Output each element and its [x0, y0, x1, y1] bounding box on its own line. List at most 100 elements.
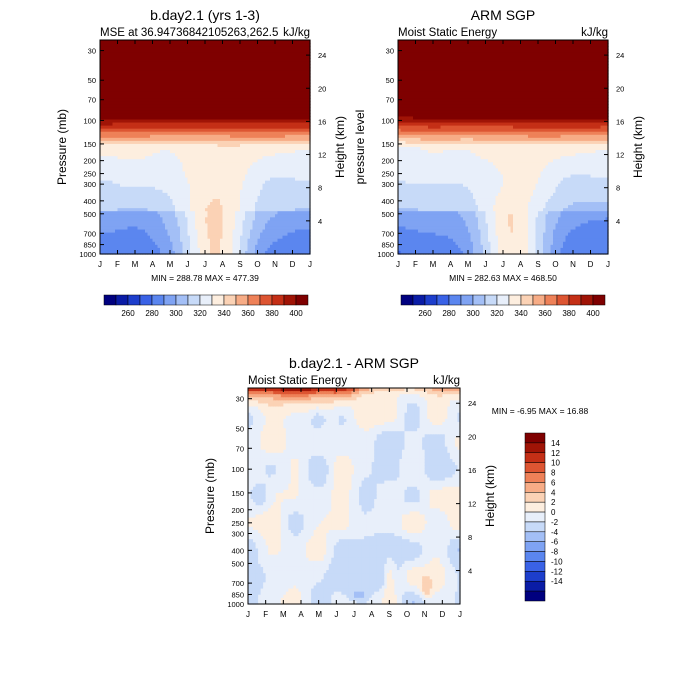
contour-cell — [135, 125, 139, 130]
contour-cell — [120, 208, 124, 212]
contour-cell — [120, 79, 124, 84]
contour-cell — [122, 250, 126, 255]
contour-cell — [107, 165, 111, 169]
contour-cell — [105, 153, 109, 157]
contour-cell — [117, 168, 121, 173]
contour-cell — [132, 46, 136, 50]
contour-cell — [127, 195, 131, 200]
contour-cell — [100, 79, 104, 84]
contour-cell — [132, 250, 136, 255]
contour-cell — [122, 165, 126, 169]
contour-cell — [100, 70, 104, 75]
contour-cell — [105, 202, 109, 206]
contour-cell — [100, 208, 104, 212]
contour-cell — [117, 165, 121, 169]
contour-cell — [130, 241, 134, 246]
contour-cell — [122, 241, 126, 246]
contour-cell — [137, 232, 141, 237]
contour-cell — [105, 150, 109, 154]
contour-cell — [117, 244, 121, 249]
contour-cell — [135, 195, 139, 200]
contour-cell — [132, 153, 136, 157]
contour-cell — [100, 104, 104, 108]
contour-cell — [112, 202, 116, 206]
contour-cell — [122, 79, 126, 84]
contour-cell — [112, 140, 116, 145]
contour-cell — [105, 195, 109, 200]
contour-cell — [137, 46, 141, 50]
contour-cell — [120, 171, 124, 176]
contour-cell — [135, 43, 139, 47]
contour-cell — [117, 122, 121, 127]
contour-cell — [130, 122, 134, 127]
contour-cell — [110, 162, 114, 166]
contour-cell — [125, 171, 129, 176]
contour-cell — [122, 67, 126, 72]
contour-cell — [122, 208, 126, 212]
contour-cell — [100, 101, 104, 105]
contour-cell — [135, 116, 139, 121]
contour-cell — [125, 46, 129, 50]
contour-cell — [105, 61, 109, 66]
contour-cell — [135, 76, 139, 81]
contour-cell — [107, 101, 111, 105]
contour-cell — [135, 143, 139, 148]
contour-cell — [102, 113, 106, 118]
contour-cell — [135, 64, 139, 69]
contour-cell — [115, 202, 119, 206]
contour-cell — [127, 177, 131, 182]
contour-cell — [130, 91, 134, 96]
contour-cell — [102, 79, 106, 84]
contour-cell — [127, 143, 131, 148]
contour-cell — [140, 70, 144, 75]
contour-cell — [105, 91, 109, 96]
contour-cell — [120, 147, 124, 151]
contour-cell — [112, 195, 116, 200]
contour-cell — [132, 232, 136, 237]
contour-cell — [137, 226, 141, 231]
contour-cell — [137, 223, 141, 228]
contour-cell — [125, 162, 129, 166]
contour-cell — [132, 70, 136, 75]
contour-cell — [130, 202, 134, 206]
contour-cell — [120, 49, 124, 53]
contour-cell — [132, 134, 136, 139]
contour-cell — [132, 217, 136, 221]
chart-title: b.day2.1 (yrs 1-3) — [150, 7, 260, 23]
contour-cell — [120, 113, 124, 118]
contour-cell — [107, 174, 111, 179]
contour-cell — [102, 189, 106, 194]
contour-cell — [100, 217, 104, 221]
contour-cell — [110, 58, 114, 62]
contour-cell — [127, 247, 131, 252]
contour-cell — [127, 147, 131, 151]
contour-cell — [127, 61, 131, 66]
contour-cell — [112, 143, 116, 148]
contour-cell — [115, 110, 119, 114]
contour-cell — [115, 61, 119, 66]
contour-cell — [107, 91, 111, 96]
contour-cell — [107, 79, 111, 84]
contour-cell — [137, 95, 141, 99]
contour-cell — [120, 116, 124, 121]
contour-cell — [117, 238, 121, 243]
contour-cell — [137, 220, 141, 225]
contour-cell — [132, 159, 136, 163]
contour-cell — [110, 134, 114, 139]
contour-cell — [100, 162, 104, 166]
contour-cell — [112, 91, 116, 96]
contour-cell — [135, 134, 139, 139]
contour-cell — [137, 113, 141, 118]
contour-cell — [117, 205, 121, 209]
contour-cell — [100, 202, 104, 206]
contour-cell — [107, 186, 111, 191]
contour-cell — [102, 186, 106, 191]
contour-cell — [107, 156, 111, 160]
contour-cell — [107, 159, 111, 163]
contour-cell — [132, 52, 136, 56]
contour-cell — [117, 214, 121, 218]
contour-cell — [100, 46, 104, 50]
contour-cell — [102, 107, 106, 111]
contour-cell — [125, 229, 129, 234]
contour-cell — [140, 61, 144, 66]
